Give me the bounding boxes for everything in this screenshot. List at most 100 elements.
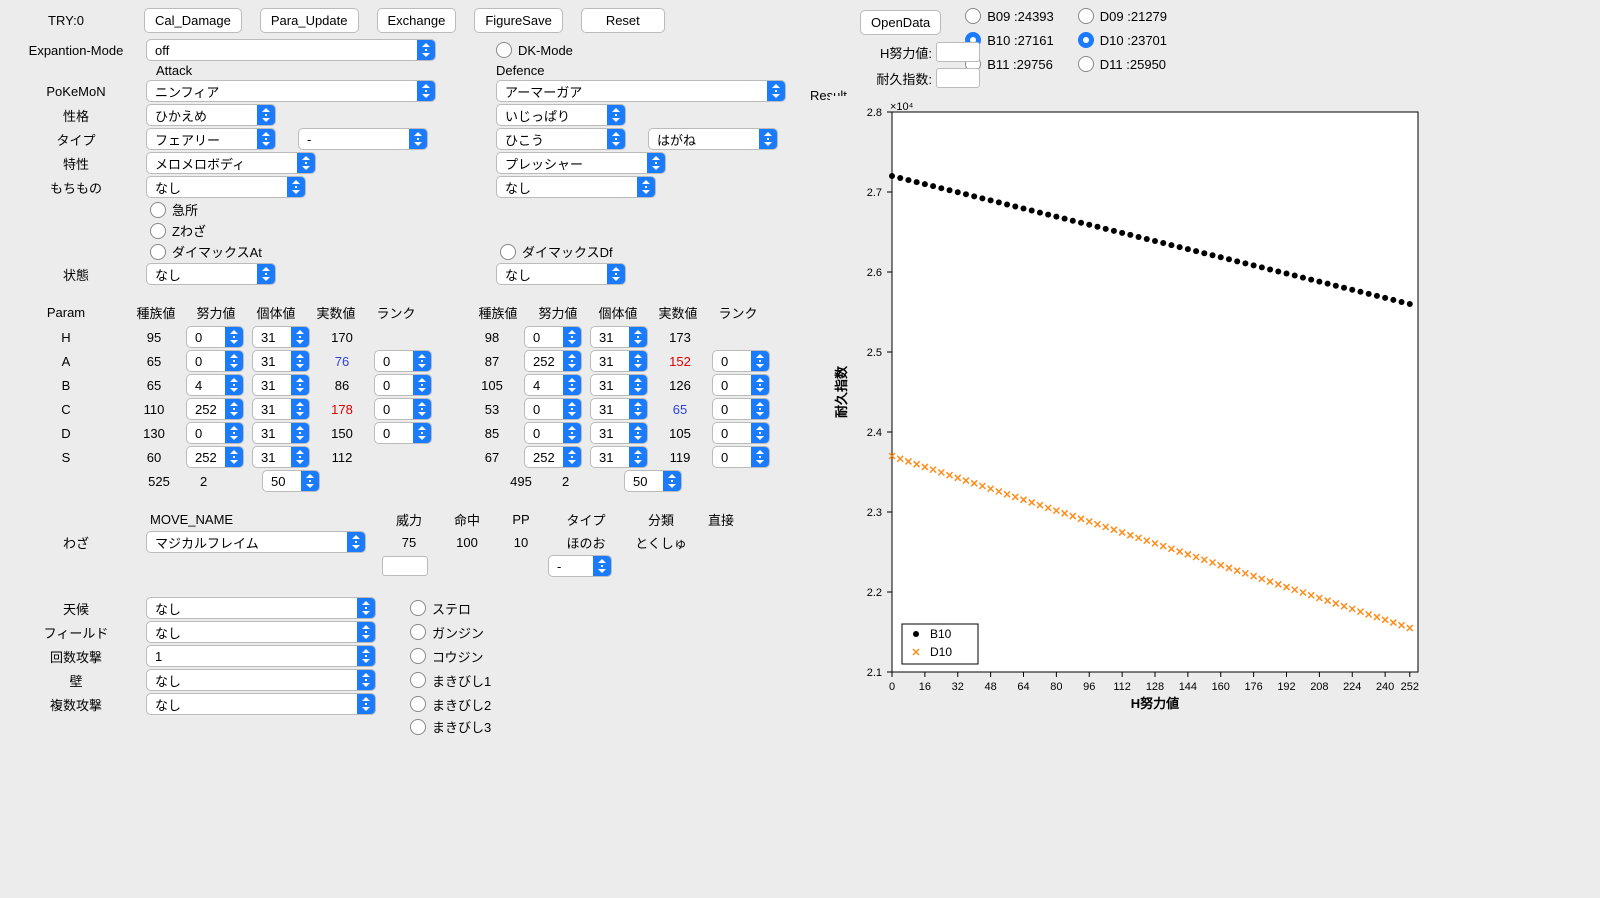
def-item-select[interactable]: なし — [496, 176, 656, 198]
svg-text:H努力値: H努力値 — [1131, 696, 1179, 711]
svg-text:2.5: 2.5 — [867, 347, 882, 359]
svg-text:176: 176 — [1244, 681, 1262, 693]
atk-ability-select[interactable]: メロメロボディ — [146, 152, 316, 174]
param-select[interactable]: 252 — [186, 398, 244, 420]
def-type2-select[interactable]: はがね — [648, 128, 778, 150]
param-select[interactable]: 0 — [524, 398, 582, 420]
series-radio-D10[interactable]: D10 :23701 — [1078, 32, 1167, 48]
hazard-sp3-radio[interactable] — [410, 719, 426, 735]
svg-text:2.8: 2.8 — [867, 107, 882, 119]
hazard-kj-radio[interactable] — [410, 648, 426, 664]
wall-select[interactable]: なし — [146, 669, 376, 691]
param-select[interactable]: 0 — [712, 422, 770, 444]
def-level-select[interactable]: 50 — [624, 470, 682, 492]
svg-text:D10: D10 — [930, 645, 952, 659]
series-radio-D09[interactable]: D09 :21279 — [1078, 8, 1167, 24]
param-select[interactable]: 0 — [374, 374, 432, 396]
param-select[interactable]: 31 — [252, 350, 310, 372]
para-update-button[interactable]: Para_Update — [260, 8, 359, 33]
param-select[interactable]: 0 — [524, 422, 582, 444]
param-select[interactable]: 4 — [524, 374, 582, 396]
param-select[interactable]: 0 — [374, 350, 432, 372]
param-select[interactable]: 31 — [590, 446, 648, 468]
expansion-select[interactable]: off — [146, 39, 436, 61]
times-select[interactable]: 1 — [146, 645, 376, 667]
hazard-sp1-radio[interactable] — [410, 672, 426, 688]
param-select[interactable]: 0 — [186, 350, 244, 372]
param-select[interactable]: 31 — [252, 326, 310, 348]
param-select[interactable]: 0 — [712, 446, 770, 468]
hazard-sr-radio[interactable] — [410, 600, 426, 616]
dur-idx-input[interactable] — [936, 68, 980, 88]
param-select[interactable]: 0 — [186, 422, 244, 444]
atk-state-select[interactable]: なし — [146, 263, 276, 285]
param-select[interactable]: 31 — [590, 398, 648, 420]
param-select[interactable]: 0 — [186, 326, 244, 348]
param-select[interactable]: 0 — [712, 374, 770, 396]
param-select[interactable]: 252 — [186, 446, 244, 468]
zmove-radio[interactable] — [150, 223, 166, 239]
def-nature-select[interactable]: いじっぱり — [496, 104, 626, 126]
svg-text:2.7: 2.7 — [867, 187, 882, 199]
reset-button[interactable]: Reset — [581, 8, 665, 33]
hazard-sp2-radio[interactable] — [410, 696, 426, 712]
state-label: 状態 — [6, 265, 146, 284]
param-select[interactable]: 31 — [590, 350, 648, 372]
cal-damage-button[interactable]: Cal_Damage — [144, 8, 242, 33]
param-select[interactable]: 252 — [524, 350, 582, 372]
series-radio-B09[interactable]: B09 :24393 — [965, 8, 1054, 24]
param-select[interactable]: 252 — [524, 446, 582, 468]
def-type1-select[interactable]: ひこう — [496, 128, 626, 150]
param-select[interactable]: 31 — [590, 326, 648, 348]
field-select[interactable]: なし — [146, 621, 376, 643]
svg-text:80: 80 — [1050, 681, 1062, 693]
param-select[interactable]: 4 — [186, 374, 244, 396]
weather-select[interactable]: なし — [146, 597, 376, 619]
def-ability-select[interactable]: プレッシャー — [496, 152, 666, 174]
crit-label: 急所 — [172, 200, 198, 219]
multi-select[interactable]: なし — [146, 693, 376, 715]
param-select[interactable]: 31 — [252, 374, 310, 396]
dk-mode-radio[interactable] — [496, 42, 512, 58]
dmax-def-radio[interactable] — [500, 244, 516, 260]
param-select[interactable]: 0 — [524, 326, 582, 348]
atk-nature-select[interactable]: ひかえめ — [146, 104, 276, 126]
param-select[interactable]: 31 — [252, 422, 310, 444]
atk-item-select[interactable]: なし — [146, 176, 306, 198]
svg-text:2.6: 2.6 — [867, 267, 882, 279]
svg-text:32: 32 — [952, 681, 964, 693]
param-select[interactable]: 0 — [374, 422, 432, 444]
param-select[interactable]: 0 — [712, 350, 770, 372]
series-radio-D11[interactable]: D11 :25950 — [1078, 56, 1167, 72]
move-select[interactable]: マジカルフレイム — [146, 531, 366, 553]
atk-type1-select[interactable]: フェアリー — [146, 128, 276, 150]
param-select[interactable]: 31 — [590, 374, 648, 396]
h-ev-input[interactable] — [936, 42, 980, 62]
atk-type2-select[interactable]: - — [298, 128, 428, 150]
param-select[interactable]: 0 — [374, 398, 432, 420]
atk-pokemon-select[interactable]: ニンフィア — [146, 80, 436, 102]
param-select[interactable]: 31 — [590, 422, 648, 444]
param-select[interactable]: 0 — [712, 398, 770, 420]
def-state-select[interactable]: なし — [496, 263, 626, 285]
figure-save-button[interactable]: FigureSave — [474, 8, 562, 33]
dmax-atk-radio[interactable] — [150, 244, 166, 260]
hazard-gj-radio[interactable] — [410, 624, 426, 640]
exchange-button[interactable]: Exchange — [377, 8, 457, 33]
svg-text:144: 144 — [1179, 681, 1197, 693]
dur-idx-label: 耐久指数: — [876, 69, 932, 88]
param-select[interactable]: 31 — [252, 398, 310, 420]
move-type2-select[interactable]: - — [548, 555, 612, 577]
crit-radio[interactable] — [150, 202, 166, 218]
item-label: もちもの — [6, 178, 146, 197]
param-select[interactable]: 31 — [252, 446, 310, 468]
move-power-input[interactable] — [382, 556, 428, 576]
open-data-button[interactable]: OpenData — [860, 10, 941, 35]
atk-level-select[interactable]: 50 — [262, 470, 320, 492]
svg-text:2.4: 2.4 — [867, 427, 882, 439]
def-ev-total: 2 — [554, 474, 620, 489]
svg-text:×10⁴: ×10⁴ — [890, 101, 914, 113]
def-pokemon-select[interactable]: アーマーガア — [496, 80, 786, 102]
svg-text:16: 16 — [919, 681, 931, 693]
weather-label: 天候 — [6, 599, 146, 618]
